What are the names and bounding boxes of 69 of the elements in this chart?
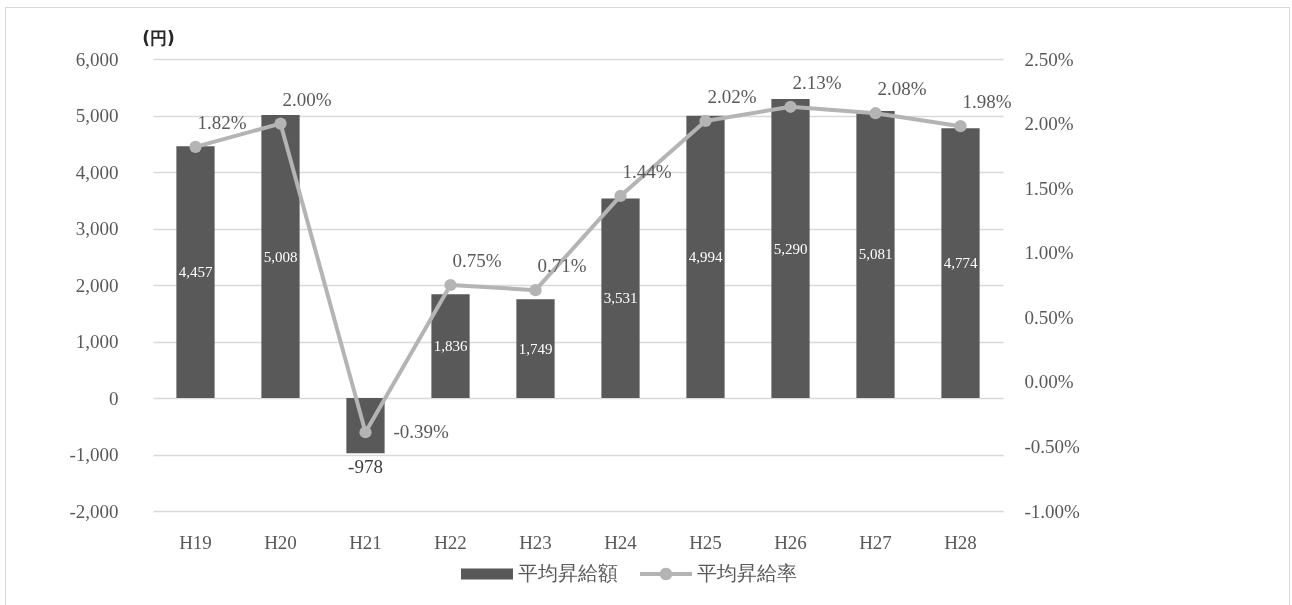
point bbox=[529, 284, 542, 297]
bar bbox=[771, 99, 810, 398]
x-tick-label: H23 bbox=[519, 531, 552, 553]
point bbox=[699, 114, 712, 128]
legend-label: 平均昇給額 bbox=[518, 562, 618, 584]
data-label: 1.98% bbox=[962, 91, 1012, 113]
bar bbox=[176, 146, 215, 398]
data-label: 4,994 bbox=[688, 248, 723, 265]
data-label: -0.39% bbox=[393, 421, 450, 443]
y2-tick-label: 0.00% bbox=[1024, 371, 1074, 393]
x-tick-label: H25 bbox=[689, 531, 722, 553]
point bbox=[189, 140, 202, 153]
y-tick-label: 5,000 bbox=[75, 105, 119, 126]
x-tick-label: H26 bbox=[774, 531, 807, 553]
y-tick-label: -1,000 bbox=[69, 444, 119, 465]
data-label: 2.00% bbox=[282, 88, 332, 110]
point bbox=[274, 117, 287, 130]
data-label: 1.44% bbox=[622, 160, 672, 182]
bar bbox=[856, 110, 895, 398]
data-label: 1.82% bbox=[197, 111, 247, 133]
y2-tick-label: 2.00% bbox=[1024, 113, 1074, 135]
data-label: 1,749 bbox=[518, 340, 553, 357]
bar bbox=[431, 294, 470, 398]
data-label: 3,531 bbox=[603, 290, 638, 307]
data-label: 5,290 bbox=[773, 240, 808, 257]
legend-label: 平均昇給率 bbox=[697, 562, 797, 584]
bar bbox=[261, 115, 300, 398]
data-label: 2.02% bbox=[707, 85, 757, 107]
data-label: 0.71% bbox=[537, 255, 587, 277]
x-tick-label: H19 bbox=[179, 531, 212, 553]
y2-tick-label: 2.50% bbox=[1024, 48, 1074, 70]
data-label: 4,774 bbox=[943, 255, 978, 272]
point bbox=[954, 120, 967, 133]
x-tick-label: H22 bbox=[434, 531, 467, 553]
point bbox=[869, 107, 882, 120]
x-tick-label: H27 bbox=[859, 531, 892, 553]
y-tick-label: 2,000 bbox=[75, 274, 119, 296]
bar bbox=[941, 128, 980, 398]
y2-tick-label: -0.50% bbox=[1024, 435, 1081, 457]
bar bbox=[686, 115, 725, 398]
point bbox=[444, 278, 457, 292]
data-label: 5,008 bbox=[263, 248, 298, 265]
data-label: 2.08% bbox=[877, 78, 927, 100]
x-tick-label: H28 bbox=[944, 531, 977, 553]
bar bbox=[601, 198, 640, 398]
bar bbox=[516, 299, 555, 398]
point bbox=[614, 189, 627, 202]
data-label: 1,836 bbox=[433, 338, 468, 355]
point bbox=[784, 100, 797, 113]
y-axis-title: (円) bbox=[142, 27, 175, 48]
data-label: 2.13% bbox=[792, 71, 842, 93]
point bbox=[359, 426, 372, 439]
y-tick-label: 1,000 bbox=[75, 331, 119, 352]
x-tick-label: H24 bbox=[604, 531, 638, 553]
y-tick-label: 6,000 bbox=[75, 48, 119, 70]
y-tick-label: -2,000 bbox=[69, 500, 119, 522]
y2-tick-label: 1.00% bbox=[1024, 242, 1074, 264]
x-tick-label: H21 bbox=[349, 531, 382, 553]
x-tick-label: H20 bbox=[264, 531, 297, 553]
y-tick-label: 0 bbox=[109, 387, 119, 409]
data-label: -978 bbox=[348, 456, 383, 478]
y2-tick-label: -1.00% bbox=[1024, 500, 1081, 522]
data-label: 5,081 bbox=[858, 246, 893, 263]
y2-tick-label: 1.50% bbox=[1024, 177, 1074, 199]
data-label: 0.75% bbox=[452, 250, 502, 271]
y-tick-label: 4,000 bbox=[75, 161, 119, 183]
y-tick-label: 3,000 bbox=[75, 218, 119, 239]
data-label: 4,457 bbox=[178, 264, 213, 281]
y2-tick-label: 0.50% bbox=[1024, 306, 1074, 328]
